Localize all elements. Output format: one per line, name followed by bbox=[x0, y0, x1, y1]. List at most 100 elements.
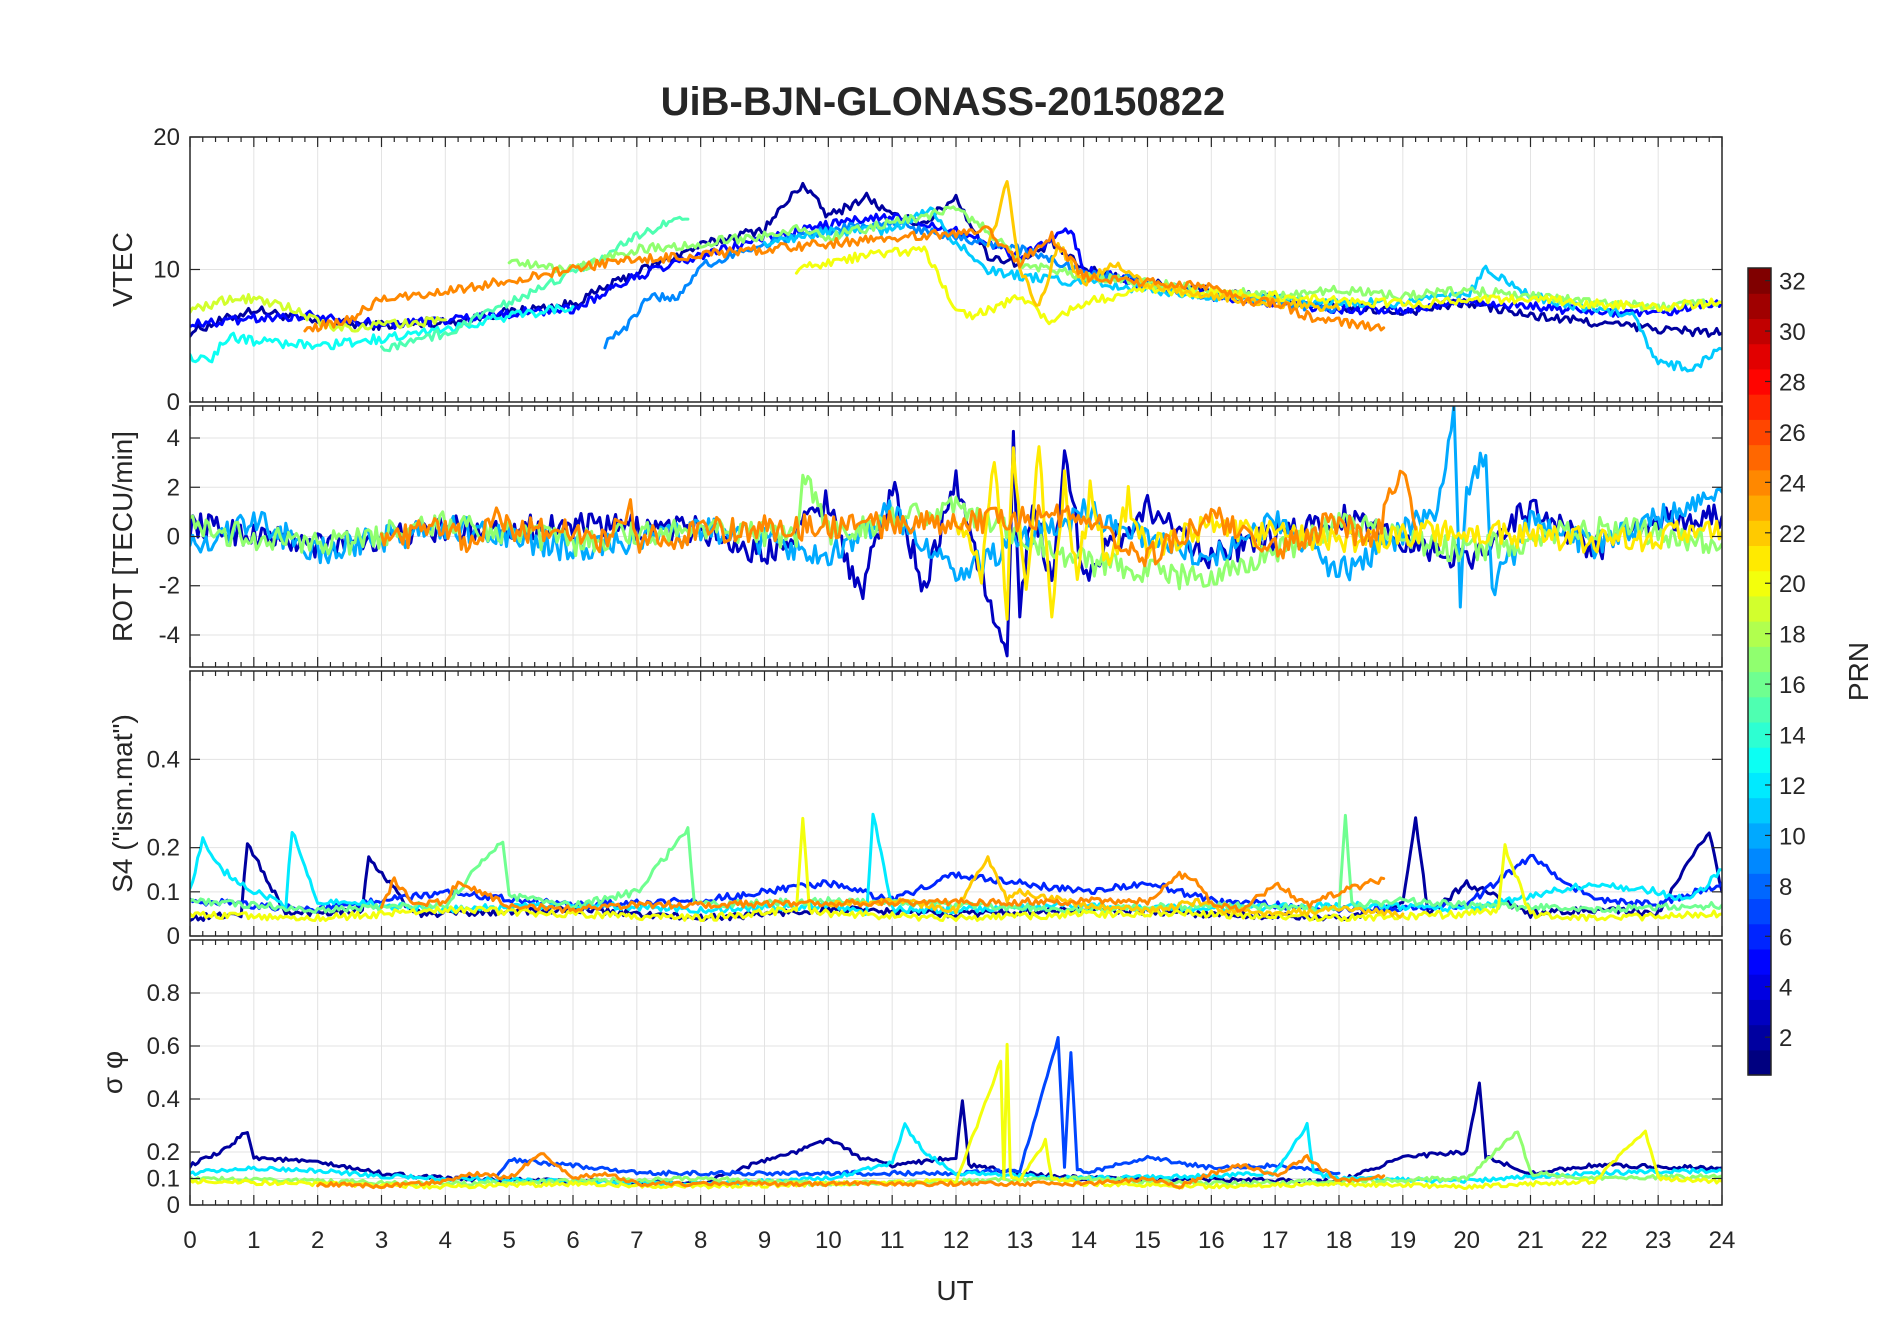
colorbar-swatch bbox=[1748, 419, 1771, 446]
series-line-prn-15 bbox=[380, 215, 690, 353]
series-group bbox=[190, 1036, 1722, 1190]
colorbar-swatch bbox=[1748, 444, 1771, 471]
x-tick-label: 22 bbox=[1581, 1227, 1608, 1254]
x-tick-label: 3 bbox=[375, 1227, 388, 1254]
colorbar-swatch bbox=[1748, 822, 1771, 849]
colorbar-tick-label: 4 bbox=[1779, 975, 1792, 1002]
y-tick-label: 0.4 bbox=[147, 1086, 180, 1113]
colorbar-swatch bbox=[1748, 898, 1771, 925]
series-line-prn-21 bbox=[954, 445, 1722, 621]
series-group bbox=[190, 812, 1722, 922]
x-tick-label: 7 bbox=[630, 1227, 643, 1254]
colorbar-tick-label: 24 bbox=[1779, 470, 1806, 497]
x-tick-label: 5 bbox=[502, 1227, 515, 1254]
colorbar-swatch bbox=[1748, 545, 1771, 572]
colorbar-swatch bbox=[1748, 747, 1771, 773]
y-tick-label: 0.2 bbox=[147, 835, 180, 862]
colorbar-swatch bbox=[1748, 469, 1771, 496]
y-tick-label: 0 bbox=[167, 524, 180, 551]
series-line-prn-24 bbox=[303, 225, 1386, 333]
colorbar-tick-label: 14 bbox=[1779, 723, 1806, 750]
colorbar-swatch bbox=[1748, 621, 1771, 647]
x-tick-label: 23 bbox=[1645, 1227, 1672, 1254]
x-tick-label: 14 bbox=[1070, 1227, 1097, 1254]
series-line-prn-20 bbox=[794, 245, 1722, 326]
colorbar-swatch bbox=[1748, 797, 1771, 824]
series-line-prn-19 bbox=[190, 293, 447, 333]
x-tick-label: 10 bbox=[815, 1227, 842, 1254]
y-tick-label: 0.1 bbox=[147, 1166, 180, 1193]
colorbar-tick-label: 30 bbox=[1779, 319, 1806, 346]
y-tick-label: 0 bbox=[167, 1192, 180, 1219]
y-tick-label: 0.4 bbox=[147, 746, 180, 773]
x-tick-label: 9 bbox=[758, 1227, 771, 1254]
y-tick-label: -4 bbox=[159, 622, 180, 649]
colorbar-swatch bbox=[1748, 772, 1771, 799]
y-axis-label: VTEC bbox=[107, 232, 138, 307]
series-line-prn-24 bbox=[316, 1152, 1386, 1190]
colorbar-swatch bbox=[1748, 948, 1771, 975]
series-line-prn-7 bbox=[494, 1036, 1341, 1179]
colorbar-tick-label: 32 bbox=[1779, 269, 1806, 296]
x-tick-label: 13 bbox=[1006, 1227, 1033, 1254]
y-tick-label: 10 bbox=[153, 257, 180, 284]
series-line-prn-20 bbox=[190, 1042, 1722, 1190]
colorbar-swatch bbox=[1748, 494, 1771, 521]
colorbar-tick-label: 8 bbox=[1779, 874, 1792, 901]
colorbar-swatch bbox=[1748, 368, 1771, 395]
x-tick-label: 20 bbox=[1453, 1227, 1480, 1254]
y-tick-label: 0 bbox=[167, 923, 180, 950]
series-line-prn-13 bbox=[190, 303, 575, 364]
colorbar-tick-label: 22 bbox=[1779, 521, 1806, 548]
colorbar-swatch bbox=[1748, 974, 1771, 1000]
colorbar-tick-label: 6 bbox=[1779, 924, 1792, 951]
y-tick-label: 4 bbox=[167, 425, 180, 452]
colorbar-swatch bbox=[1748, 343, 1771, 370]
series-group bbox=[190, 406, 1722, 658]
y-tick-label: 0 bbox=[167, 389, 180, 416]
colorbar-swatch bbox=[1748, 318, 1771, 345]
x-tick-label: 2 bbox=[311, 1227, 324, 1254]
colorbar-swatch bbox=[1748, 520, 1771, 547]
panel-2: -4 -2 0 2 4 ROT [TECU/min] bbox=[107, 405, 1723, 668]
y-tick-label: 0.6 bbox=[147, 1033, 180, 1060]
y-tick-label: 0.8 bbox=[147, 980, 180, 1007]
colorbar-swatch bbox=[1748, 999, 1771, 1026]
colorbar-swatch bbox=[1748, 268, 1771, 294]
x-tick-label: 0 bbox=[183, 1227, 196, 1254]
colorbar-swatch bbox=[1748, 1049, 1771, 1076]
x-tick-label: 11 bbox=[880, 1227, 905, 1254]
colorbar-tick-label: 26 bbox=[1779, 420, 1806, 447]
x-tick-label: 19 bbox=[1389, 1227, 1416, 1254]
panel-1: 0 10 20 VTEC bbox=[107, 124, 1723, 416]
colorbar-swatch bbox=[1748, 1024, 1771, 1051]
colorbar-tick-label: 28 bbox=[1779, 369, 1806, 396]
colorbar-swatch bbox=[1748, 570, 1771, 597]
series-line-prn-16 bbox=[190, 813, 1722, 914]
y-axis-label: ROT [TECU/min] bbox=[107, 431, 138, 642]
y-tick-label: -2 bbox=[159, 573, 180, 600]
colorbar-frame bbox=[1747, 267, 1772, 1076]
x-axis: 0 1 2 3 4 5 6 7 8 9 10 11 12 13 14 15 16 17 18 19 20 21 22 23 24 bbox=[183, 1227, 1735, 1254]
y-tick-label: 0.1 bbox=[147, 879, 180, 906]
colorbar-swatch bbox=[1748, 923, 1771, 950]
colorbar-swatch bbox=[1748, 646, 1771, 673]
panel-3: 0 0.1 0.2 0.4 S4 ("ism.mat") bbox=[107, 670, 1723, 950]
y-tick-label: 2 bbox=[167, 474, 180, 501]
series-line-prn-24 bbox=[380, 469, 1418, 568]
colorbar-swatch bbox=[1748, 873, 1771, 900]
series-line-prn-10 bbox=[190, 406, 1722, 609]
x-axis-label: UT bbox=[936, 1275, 973, 1306]
x-tick-label: 15 bbox=[1134, 1227, 1161, 1254]
series-line-prn-20 bbox=[190, 816, 1722, 922]
panel-4: 00.10.2 0.4 0.6 0.8 σ φ bbox=[97, 939, 1723, 1219]
chart-title: UiB-BJN-GLONASS-20150822 bbox=[661, 80, 1226, 124]
x-tick-label: 4 bbox=[439, 1227, 452, 1254]
x-tick-label: 1 bbox=[247, 1227, 260, 1254]
series-line-prn-24 bbox=[380, 870, 1386, 914]
x-tick-label: 6 bbox=[566, 1227, 579, 1254]
x-tick-label: 17 bbox=[1262, 1227, 1289, 1254]
colorbar-swatch bbox=[1748, 394, 1771, 420]
